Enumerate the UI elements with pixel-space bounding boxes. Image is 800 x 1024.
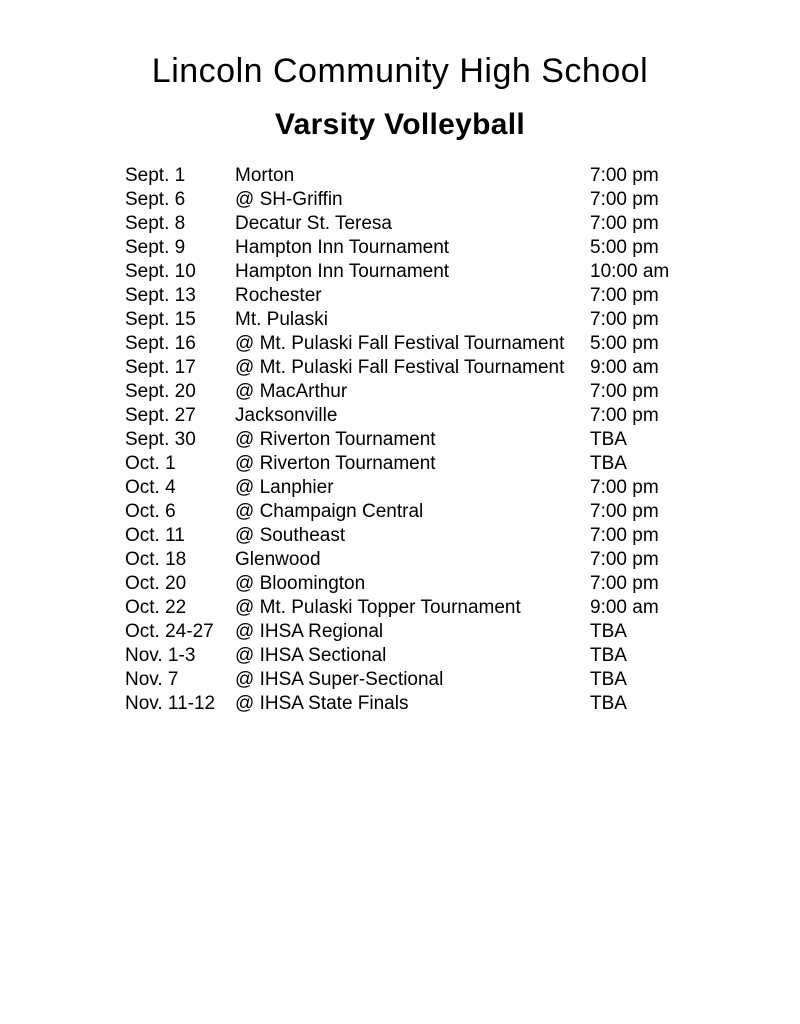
schedule-cell-date: Oct. 4: [125, 477, 176, 498]
schedule-cell-date: Sept. 16: [125, 333, 196, 354]
schedule-cell-opponent: Mt. Pulaski: [235, 309, 328, 330]
schedule-cell-opponent: @ Mt. Pulaski Fall Festival Tournament: [235, 357, 565, 378]
schedule-row: Sept. 27 Jacksonville 7:00 pm: [125, 404, 685, 428]
schedule-row: Oct. 24-27 @ IHSA Regional TBA: [125, 620, 685, 644]
schedule-cell-date: Oct. 1: [125, 453, 176, 474]
schedule-row: Sept. 10 Hampton Inn Tournament 10:00 am: [125, 260, 685, 284]
schedule-cell-opponent: @ Riverton Tournament: [235, 429, 436, 450]
schedule-cell-opponent: Hampton Inn Tournament: [235, 237, 450, 258]
schedule-row: Oct. 4 @ Lanphier 7:00 pm: [125, 476, 685, 500]
schedule-cell-date: Sept. 20: [125, 381, 196, 402]
schedule-cell-time: 7:00 pm: [590, 525, 659, 546]
schedule-cell-opponent: @ Riverton Tournament: [235, 453, 436, 474]
schedule-cell-time: 7:00 pm: [590, 477, 659, 498]
schedule-row: Oct. 11 @ Southeast 7:00 pm: [125, 524, 685, 548]
schedule-row: Sept. 17 @ Mt. Pulaski Fall Festival Tour…: [125, 356, 685, 380]
schedule-cell-opponent: @ SH-Griffin: [235, 189, 343, 210]
schedule-cell-time: 7:00 pm: [590, 213, 659, 234]
schedule-row: Sept. 9 Hampton Inn Tournament 5:00 pm: [125, 236, 685, 260]
schedule-cell-opponent: @ Champaign Central: [235, 501, 424, 522]
schedule-cell-time: 5:00 pm: [590, 237, 659, 258]
schedule-cell-opponent: Jacksonville: [235, 405, 338, 426]
schedule-cell-date: Sept. 13: [125, 285, 196, 306]
schedule-row: Oct. 22 @ Mt. Pulaski Topper Tournament 9:…: [125, 596, 685, 620]
schedule-cell-date: Oct. 24-27: [125, 621, 214, 642]
schedule-row: Oct. 1 @ Riverton Tournament TBA: [125, 452, 685, 476]
schedule-row: Nov. 11-12 @ IHSA State Finals TBA: [125, 692, 685, 716]
schedule-cell-time: 7:00 pm: [590, 285, 659, 306]
schedule-cell-opponent: @ IHSA Sectional: [235, 645, 387, 666]
schedule-cell-opponent: Morton: [235, 165, 295, 186]
schedule-cell-time: 10:00 am: [590, 261, 670, 282]
schedule-cell-time: TBA: [590, 645, 627, 666]
schedule-row: Oct. 20 @ Bloomington 7:00 pm: [125, 572, 685, 596]
schedule-cell-date: Sept. 10: [125, 261, 196, 282]
school-title: Lincoln Community High School: [151, 52, 649, 90]
schedule-cell-opponent: Hampton Inn Tournament: [235, 261, 450, 282]
schedule-cell-opponent: @ MacArthur: [235, 381, 348, 402]
schedule-cell-time: 5:00 pm: [590, 333, 659, 354]
schedule-cell-time: 9:00 am: [590, 597, 659, 618]
schedule-cell-opponent: @ Lanphier: [235, 477, 334, 498]
schedule-cell-time: 7:00 pm: [590, 309, 659, 330]
schedule-row: Sept. 30 @ Riverton Tournament TBA: [125, 428, 685, 452]
schedule-row: Sept. 6 @ SH-Griffin 7:00 pm: [125, 188, 685, 212]
schedule-row: Sept. 1 Morton 7:00 pm: [125, 164, 685, 188]
schedule-cell-opponent: @ IHSA State Finals: [235, 693, 409, 714]
schedule-cell-date: Sept. 15: [125, 309, 196, 330]
schedule-cell-time: TBA: [590, 669, 627, 690]
schedule-cell-opponent: @ IHSA Regional: [235, 621, 384, 642]
schedule-cell-date: Sept. 9: [125, 237, 186, 258]
schedule-cell-date: Nov. 7: [125, 669, 179, 690]
schedule-cell-opponent: @ Mt. Pulaski Fall Festival Tournament: [235, 333, 565, 354]
schedule-cell-time: TBA: [590, 693, 627, 714]
schedule-cell-date: Sept. 1: [125, 165, 186, 186]
schedule-cell-date: Oct. 20: [125, 573, 187, 594]
schedule-row: Oct. 6 @ Champaign Central 7:00 pm: [125, 500, 685, 524]
schedule-cell-date: Sept. 17: [125, 357, 196, 378]
schedule-cell-time: TBA: [590, 621, 627, 642]
schedule-cell-time: 7:00 pm: [590, 381, 659, 402]
schedule-cell-date: Oct. 18: [125, 549, 187, 570]
schedule-cell-date: Sept. 8: [125, 213, 186, 234]
schedule-row: Sept. 16 @ Mt. Pulaski Fall Festival Tour…: [125, 332, 685, 356]
schedule-row: Sept. 20 @ MacArthur 7:00 pm: [125, 380, 685, 404]
schedule-cell-opponent: @ Mt. Pulaski Topper Tournament: [235, 597, 521, 618]
schedule-row: Sept. 8 Decatur St. Teresa 7:00 pm: [125, 212, 685, 236]
schedule-cell-date: Nov. 1-3: [125, 645, 196, 666]
schedule-cell-date: Nov. 11-12: [125, 693, 216, 714]
schedule-cell-time: TBA: [590, 429, 627, 450]
schedule-cell-opponent: Rochester: [235, 285, 322, 306]
schedule-cell-time: 7:00 pm: [590, 573, 659, 594]
schedule-cell-time: 7:00 pm: [590, 501, 659, 522]
schedule-cell-time: 7:00 pm: [590, 189, 659, 210]
schedule-cell-date: Sept. 6: [125, 189, 186, 210]
schedule-cell-date: Sept. 27: [125, 405, 196, 426]
schedule-cell-opponent: @ IHSA Super-Sectional: [235, 669, 444, 690]
schedule-cell-time: 7:00 pm: [590, 549, 659, 570]
schedule-cell-time: 9:00 am: [590, 357, 659, 378]
schedule-cell-opponent: @ Southeast: [235, 525, 346, 546]
schedule-cell-date: Oct. 22: [125, 597, 187, 618]
schedule-cell-date: Oct. 6: [125, 501, 176, 522]
schedule-cell-opponent: Decatur St. Teresa: [235, 213, 393, 234]
schedule-row: Oct. 18 Glenwood 7:00 pm: [125, 548, 685, 572]
schedule-cell-opponent: Glenwood: [235, 549, 321, 570]
schedule-row: Sept. 13 Rochester 7:00 pm: [125, 284, 685, 308]
schedule-row: Sept. 15 Mt. Pulaski 7:00 pm: [125, 308, 685, 332]
schedule-cell-date: Sept. 30: [125, 429, 196, 450]
schedule-row: Nov. 7 @ IHSA Super-Sectional TBA: [125, 668, 685, 692]
schedule-cell-time: TBA: [590, 453, 627, 474]
schedule-cell-opponent: @ Bloomington: [235, 573, 366, 594]
schedule-row: Nov. 1-3 @ IHSA Sectional TBA: [125, 644, 685, 668]
schedule-cell-time: 7:00 pm: [590, 405, 659, 426]
team-subtitle: Varsity Volleyball: [275, 108, 525, 141]
schedule-cell-date: Oct. 11: [125, 525, 185, 546]
schedule-cell-time: 7:00 pm: [590, 165, 659, 186]
schedule-table: Sept. 1 Morton 7:00 pm Sept. 6 @ SH-Griffin 7…: [125, 164, 685, 716]
